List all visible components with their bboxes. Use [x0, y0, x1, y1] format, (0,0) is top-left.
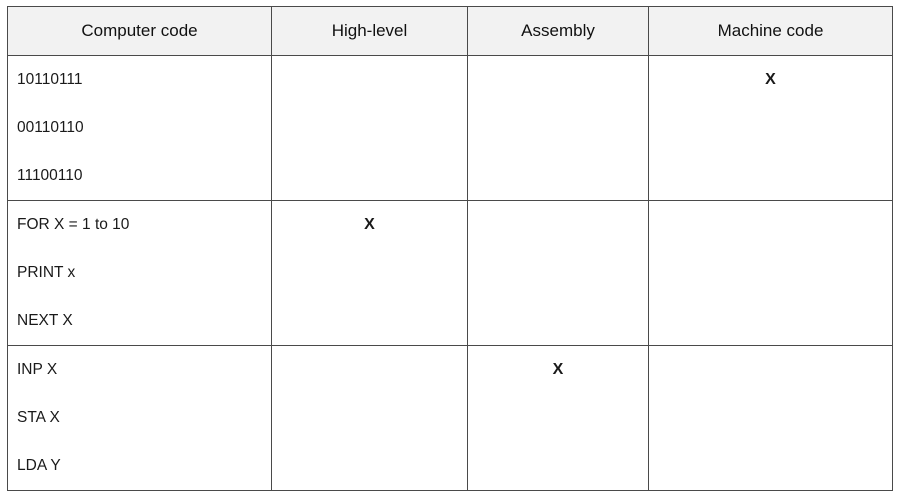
assembly-mark: X [552, 361, 564, 378]
machine-code-mark [649, 201, 892, 249]
high-level-mark [272, 56, 467, 104]
machine-code-mark [649, 346, 892, 394]
code-line: LDA Y [17, 457, 61, 474]
machine-code-cell [648, 200, 893, 346]
header-computer-code: Computer code [7, 6, 272, 56]
code-line: 00110110 [17, 119, 84, 136]
code-line: NEXT X [17, 312, 73, 329]
code-cell: INP X STA X LDA Y [7, 345, 272, 491]
header-machine-code: Machine code [648, 6, 893, 56]
code-cell: 10110111 00110110 11100110 [7, 55, 272, 201]
assembly-cell [467, 55, 649, 201]
header-high-level: High-level [271, 6, 468, 56]
machine-code-cell: X [648, 55, 893, 201]
table-row: INP X STA X LDA Y X [7, 345, 893, 491]
table-row: FOR X = 1 to 10 PRINT x NEXT X X [7, 200, 893, 346]
header-row: Computer code High-level Assembly Machin… [7, 6, 893, 56]
high-level-cell [271, 345, 468, 491]
high-level-mark: X [364, 216, 375, 233]
machine-code-cell [648, 345, 893, 491]
high-level-mark [272, 346, 467, 394]
code-line: INP X [17, 361, 58, 378]
assembly-cell: X [467, 345, 649, 491]
assembly-mark [468, 56, 648, 104]
classification-table-container: Computer code High-level Assembly Machin… [7, 6, 893, 491]
high-level-cell [271, 55, 468, 201]
code-line: 10110111 [17, 71, 83, 88]
code-line: FOR X = 1 to 10 [17, 216, 130, 233]
code-line: PRINT x [17, 264, 76, 281]
code-line: 11100110 [17, 167, 83, 184]
code-classification-table: Computer code High-level Assembly Machin… [7, 6, 893, 491]
machine-code-mark: X [765, 71, 776, 88]
header-assembly: Assembly [467, 6, 649, 56]
high-level-cell: X [271, 200, 468, 346]
assembly-cell [467, 200, 649, 346]
assembly-mark [468, 201, 648, 249]
code-cell: FOR X = 1 to 10 PRINT x NEXT X [7, 200, 272, 346]
code-line: STA X [17, 409, 60, 426]
table-row: 10110111 00110110 11100110 X [7, 55, 893, 201]
